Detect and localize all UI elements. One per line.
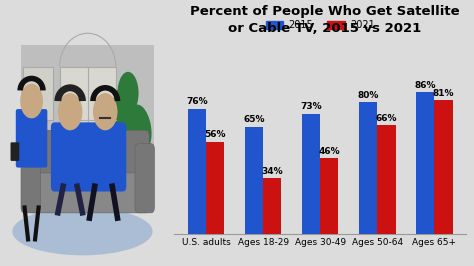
Ellipse shape — [12, 207, 153, 255]
FancyBboxPatch shape — [23, 66, 53, 120]
FancyBboxPatch shape — [84, 122, 126, 192]
Text: 65%: 65% — [243, 115, 264, 124]
Text: 46%: 46% — [319, 147, 340, 156]
Text: 86%: 86% — [415, 81, 436, 90]
Text: 56%: 56% — [204, 130, 226, 139]
FancyBboxPatch shape — [60, 66, 116, 173]
FancyBboxPatch shape — [28, 130, 149, 173]
Ellipse shape — [109, 84, 136, 140]
Text: 34%: 34% — [261, 167, 283, 176]
FancyBboxPatch shape — [28, 154, 149, 213]
Text: 66%: 66% — [376, 114, 397, 123]
Text: 81%: 81% — [433, 89, 454, 98]
Circle shape — [93, 93, 118, 130]
Bar — [377, 125, 396, 234]
Circle shape — [20, 84, 43, 118]
Bar — [206, 142, 224, 234]
FancyBboxPatch shape — [10, 142, 19, 161]
Bar — [302, 114, 320, 234]
Legend: 2015, 2021: 2015, 2021 — [262, 16, 378, 34]
FancyBboxPatch shape — [51, 122, 90, 192]
Bar — [263, 178, 282, 234]
Bar — [188, 109, 206, 234]
Text: Percent of People Who Get Satellite
or Cable TV, 2015 vs 2021: Percent of People Who Get Satellite or C… — [190, 5, 459, 35]
Text: 80%: 80% — [357, 91, 379, 100]
Ellipse shape — [118, 72, 138, 114]
Text: 73%: 73% — [300, 102, 322, 111]
Bar — [320, 158, 338, 234]
FancyBboxPatch shape — [16, 109, 47, 168]
Bar — [434, 101, 453, 234]
Bar — [359, 102, 377, 234]
FancyBboxPatch shape — [135, 144, 155, 213]
FancyBboxPatch shape — [21, 45, 155, 200]
Circle shape — [58, 93, 82, 130]
FancyBboxPatch shape — [21, 144, 40, 213]
Text: 76%: 76% — [186, 97, 208, 106]
Ellipse shape — [129, 105, 152, 151]
Bar — [416, 92, 434, 234]
Bar — [245, 127, 263, 234]
